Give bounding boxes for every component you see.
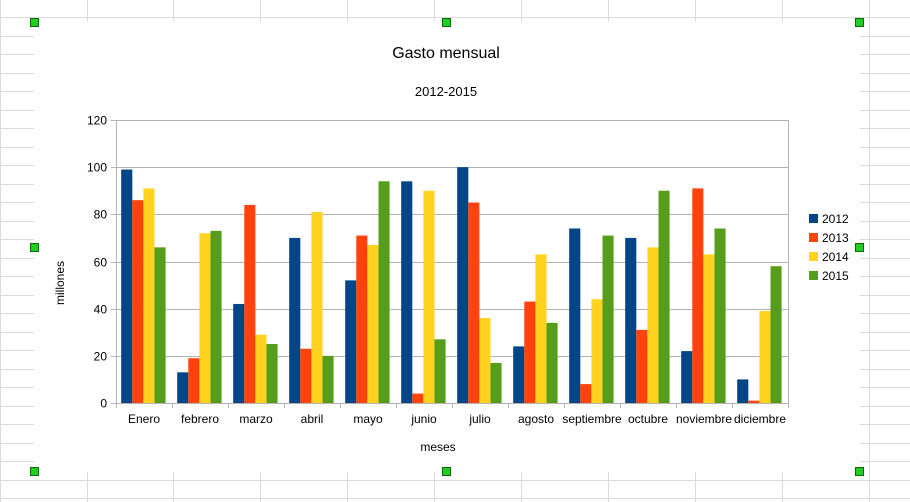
bar-2013-agosto — [524, 301, 536, 403]
legend: 2012 2013 2014 2015 — [809, 212, 849, 283]
bar-2013-Enero — [132, 200, 144, 403]
bar-2015-abril — [322, 355, 334, 403]
y-tick-label: 100 — [87, 161, 107, 175]
bar-2014-diciembre — [759, 311, 771, 403]
bar-2014-mayo — [367, 244, 379, 403]
bar-2015-septiembre — [602, 235, 614, 403]
bar-2012-agosto — [513, 346, 525, 403]
bar-2015-marzo — [266, 344, 278, 403]
x-tick-label: diciembre — [734, 412, 786, 426]
resize-handle-right[interactable] — [855, 243, 864, 252]
x-tick-label: junio — [410, 412, 437, 426]
bar-2015-octubre — [658, 190, 670, 403]
resize-handle-top-left[interactable] — [30, 18, 39, 27]
bar-2012-septiembre — [569, 228, 581, 403]
bar-2014-octubre — [647, 247, 659, 403]
chart-subtitle: 2012-2015 — [415, 84, 477, 99]
bar-2014-febrero — [199, 233, 211, 403]
legend-swatch-2013 — [809, 233, 818, 242]
bar-2015-mayo — [378, 181, 390, 403]
bar-2015-julio — [490, 362, 502, 403]
x-tick-label: noviembre — [676, 412, 732, 426]
legend-swatch-2012 — [809, 214, 818, 223]
y-tick-label: 0 — [100, 397, 107, 411]
x-tick-label: Enero — [128, 412, 160, 426]
bar-2015-noviembre — [714, 228, 726, 403]
chart-title: Gasto mensual — [392, 45, 500, 62]
x-tick-label: octubre — [628, 412, 668, 426]
bar-2014-abril — [311, 211, 323, 403]
y-axis-label: millones — [53, 261, 67, 305]
bar-2012-marzo — [233, 303, 245, 403]
x-tick-label: julio — [468, 412, 491, 426]
bar-2014-marzo — [255, 334, 267, 403]
x-tick-label: febrero — [181, 412, 219, 426]
x-tick-label: marzo — [239, 412, 273, 426]
bar-2012-diciembre — [737, 379, 749, 403]
bar-chart: Gasto mensual 2012-2015 020406080100120 … — [53, 45, 849, 454]
x-tick-label: mayo — [353, 412, 383, 426]
axes — [116, 120, 789, 407]
y-tick-label: 20 — [94, 350, 108, 364]
bar-2012-abril — [289, 237, 301, 403]
x-axis-label: meses — [420, 440, 455, 454]
y-axis-ticks: 0 20 40 60 80 100 120 — [87, 114, 116, 411]
bar-2013-mayo — [356, 235, 368, 403]
bar-2015-Enero — [154, 247, 166, 403]
bar-2013-marzo — [244, 204, 256, 403]
resize-handle-bottom-right[interactable] — [855, 467, 864, 476]
bar-2013-abril — [300, 348, 312, 403]
bar-2013-septiembre — [580, 384, 592, 403]
x-tick-label: agosto — [518, 412, 554, 426]
bar-2014-septiembre — [591, 299, 603, 403]
legend-label-2013: 2013 — [822, 231, 849, 245]
bar-2012-julio — [457, 167, 469, 403]
y-tick-label: 80 — [94, 208, 108, 222]
bar-2013-febrero — [188, 358, 200, 403]
bar-2015-diciembre — [770, 266, 782, 403]
resize-handle-left[interactable] — [30, 243, 39, 252]
y-tick-label: 120 — [87, 114, 107, 128]
resize-handle-bottom-left[interactable] — [30, 467, 39, 476]
bar-2013-noviembre — [692, 188, 704, 403]
resize-handle-top-right[interactable] — [855, 18, 864, 27]
legend-label-2014: 2014 — [822, 250, 849, 264]
bar-2013-julio — [468, 202, 480, 403]
bar-2015-junio — [434, 339, 446, 403]
resize-handle-top[interactable] — [442, 18, 451, 27]
legend-label-2015: 2015 — [822, 269, 849, 283]
bar-2014-Enero — [143, 188, 155, 403]
legend-label-2012: 2012 — [822, 212, 849, 226]
bars — [121, 167, 782, 403]
legend-swatch-2014 — [809, 252, 818, 261]
bar-2012-octubre — [625, 237, 637, 403]
x-tick-label: abril — [301, 412, 324, 426]
bar-2013-junio — [412, 393, 424, 403]
bar-2014-julio — [479, 318, 491, 403]
bar-2015-agosto — [546, 322, 558, 403]
bar-2013-diciembre — [748, 400, 760, 403]
bar-2012-mayo — [345, 280, 357, 403]
chart-object[interactable]: Gasto mensual 2012-2015 0 20 40 60 80 100 120 … — [34, 22, 860, 472]
legend-swatch-2015 — [809, 271, 818, 280]
y-tick-label: 40 — [94, 303, 108, 317]
resize-handle-bottom[interactable] — [442, 467, 451, 476]
bar-2013-octubre — [636, 329, 648, 403]
bar-2012-Enero — [121, 169, 133, 403]
bar-2014-agosto — [535, 254, 547, 403]
bar-2012-febrero — [177, 372, 189, 403]
x-axis-ticks: Enero febrero marzo abril mayo junio julio agos… — [116, 403, 789, 426]
bar-2014-junio — [423, 190, 435, 403]
bar-2012-junio — [401, 181, 413, 403]
x-tick-label: septiembre — [562, 412, 622, 426]
bar-2012-noviembre — [681, 351, 693, 403]
bar-2014-noviembre — [703, 254, 715, 403]
y-tick-label: 60 — [94, 256, 108, 270]
bar-2015-febrero — [210, 230, 222, 403]
